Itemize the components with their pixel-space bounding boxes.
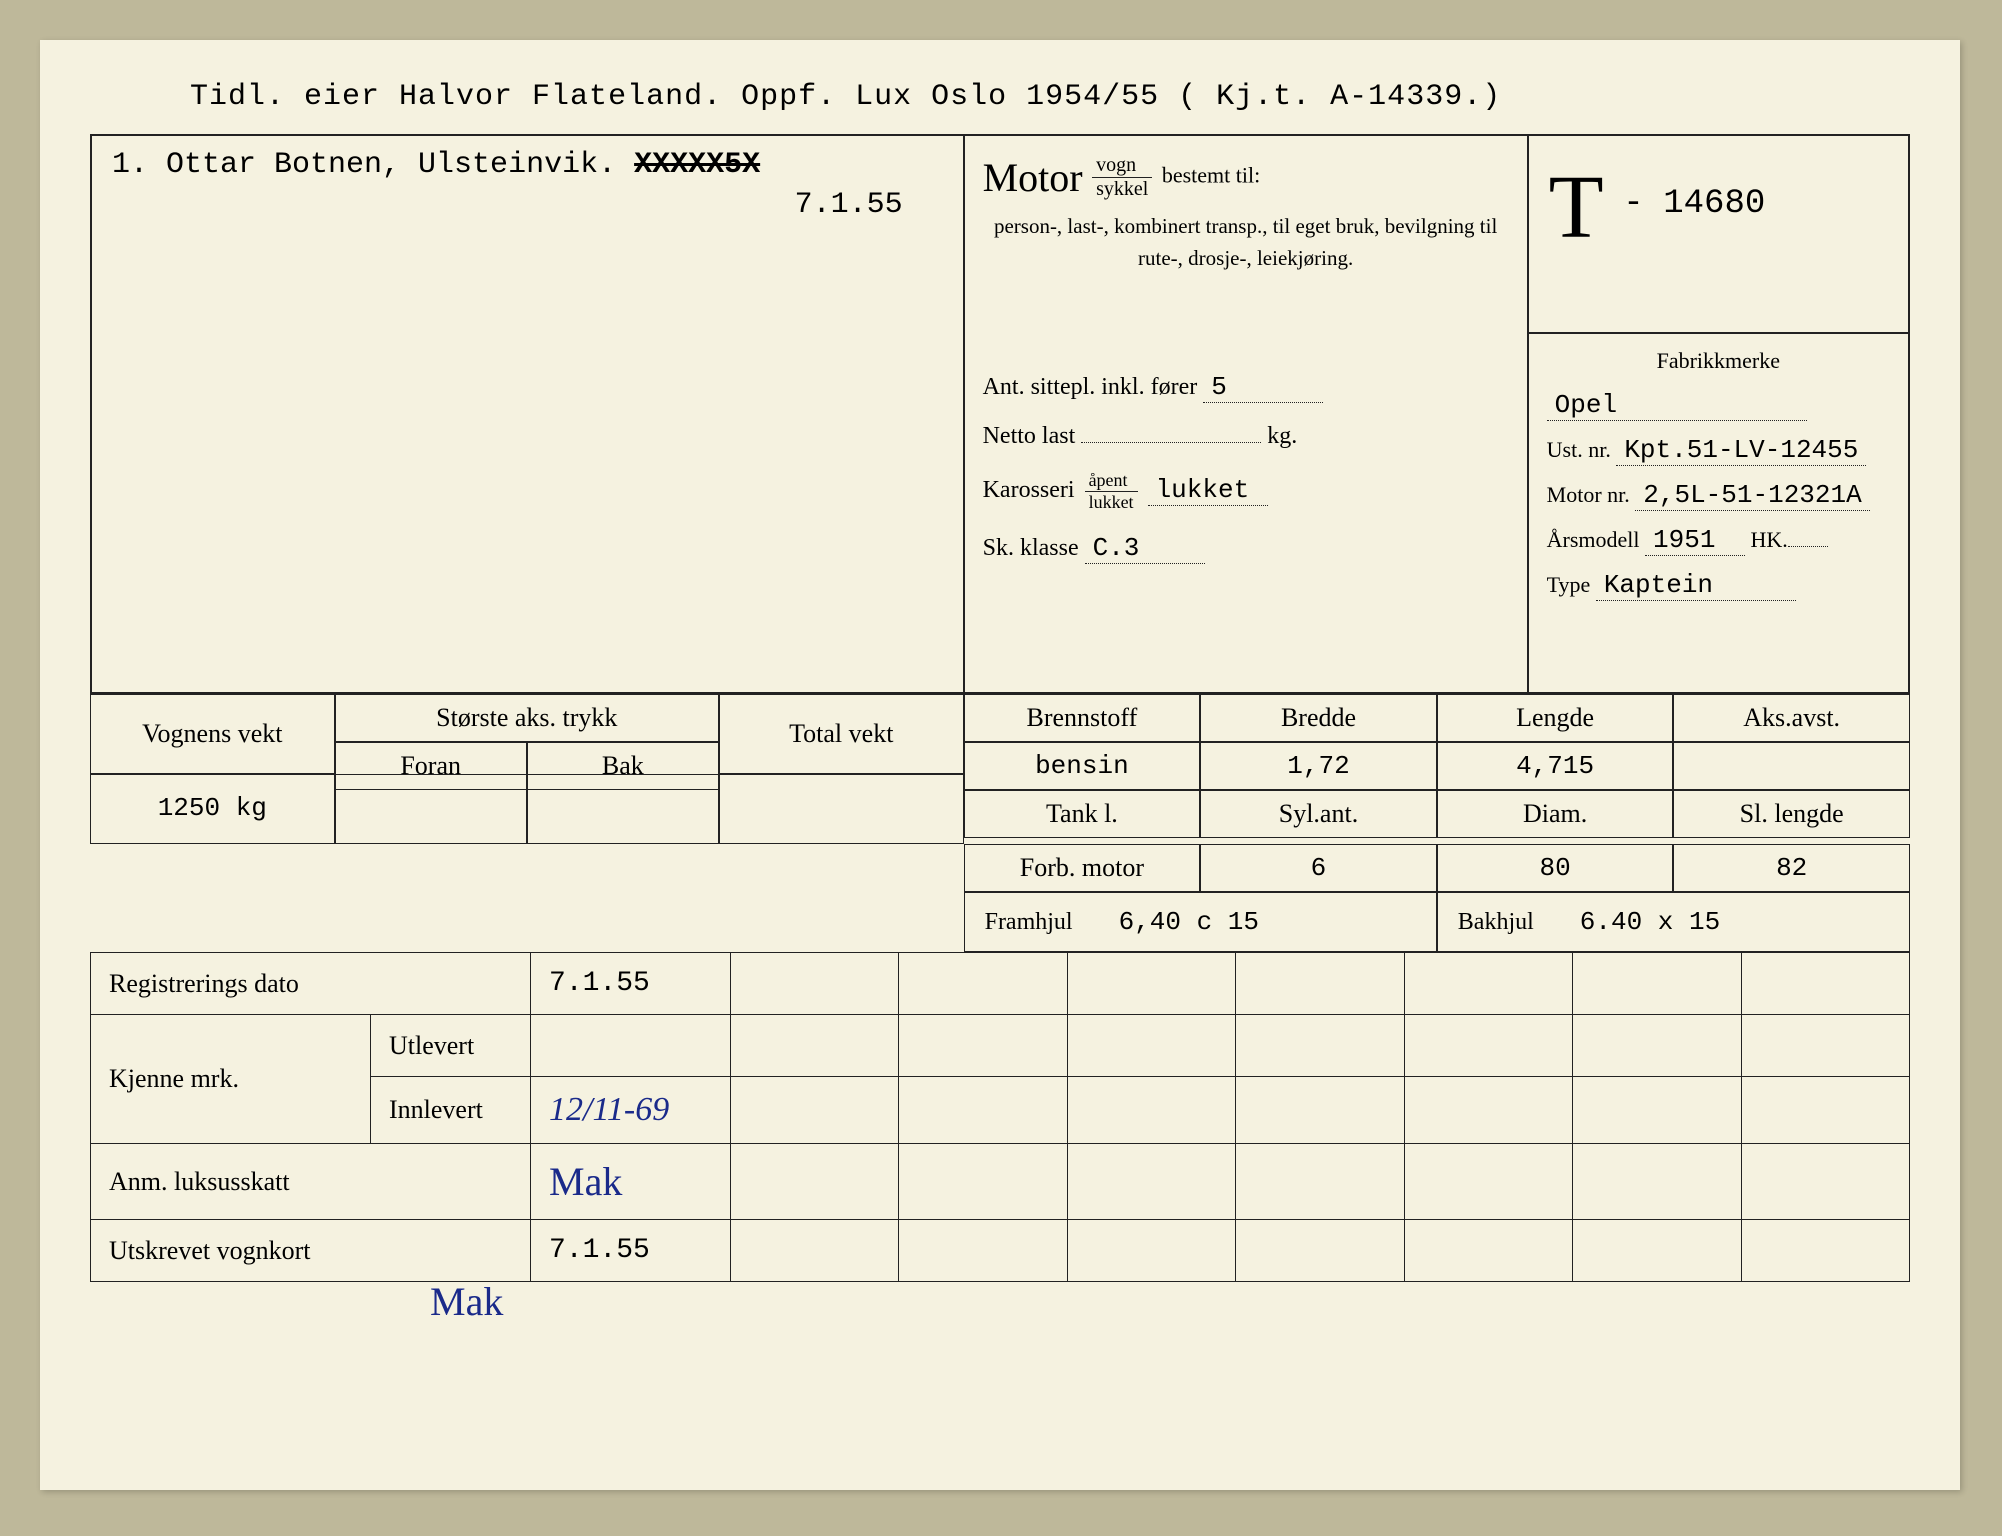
- bottom-signature: Mak: [430, 1278, 1910, 1325]
- ust-value: Kpt.51-LV-12455: [1616, 435, 1866, 466]
- innlevert-value: 12/11-69: [549, 1091, 669, 1128]
- bottom-table: Registrerings dato 7.1.55 Kjenne mrk. Ut…: [90, 952, 1910, 1282]
- t-letter: T: [1549, 156, 1604, 259]
- sittepl-value: 5: [1203, 372, 1323, 403]
- spec2-h1: Syl.ant.: [1200, 790, 1437, 838]
- arsmodell-label: Årsmodell: [1547, 527, 1640, 552]
- motor-header-box: Motor vogn sykkel bestemt til: person-, …: [964, 134, 1528, 334]
- spec1-h1: Bredde: [1200, 694, 1437, 742]
- framhjul-cell: Framhjul 6,40 c 15: [964, 892, 1437, 952]
- bakhjul-value: 6.40 x 15: [1580, 907, 1720, 937]
- innlevert-label: Innlevert: [371, 1077, 531, 1144]
- owner-struck: XXXXX5X: [634, 148, 760, 182]
- karosseri-value: lukket: [1148, 475, 1268, 506]
- t-dash: -: [1623, 185, 1643, 223]
- t-number-box: T - 14680: [1528, 134, 1910, 334]
- karosseri-lukket-label: lukket: [1085, 492, 1138, 513]
- utskrevet-value: 7.1.55: [531, 1220, 731, 1282]
- spec1-h2: Lengde: [1437, 694, 1674, 742]
- motornr-value: 2,5L-51-12321A: [1635, 480, 1869, 511]
- foran-value: [335, 774, 527, 844]
- hk-label: HK.: [1751, 527, 1788, 552]
- netto-label: Netto last: [983, 423, 1076, 449]
- owner-box: 1. Ottar Botnen, Ulsteinvik. XXXXX5X 7.1…: [90, 134, 964, 694]
- motornr-label: Motor nr.: [1547, 482, 1630, 507]
- owner-name: 1. Ottar Botnen, Ulsteinvik.: [112, 148, 616, 182]
- storste-label: Største aks. trykk: [335, 694, 719, 742]
- reg-value: 7.1.55: [531, 953, 731, 1015]
- netto-value: [1081, 442, 1261, 443]
- reg-label: Registrerings dato: [91, 953, 531, 1015]
- type-label: Type: [1547, 572, 1591, 597]
- netto-unit: kg.: [1267, 423, 1297, 449]
- registration-card: Tidl. eier Halvor Flateland. Oppf. Lux O…: [40, 40, 1960, 1490]
- framhjul-value: 6,40 c 15: [1119, 907, 1259, 937]
- owner-date: 7.1.55: [112, 188, 903, 222]
- arsmodell-value: 1951: [1645, 525, 1745, 556]
- karosseri-apent: åpent: [1085, 470, 1138, 492]
- vognens-label: Vognens vekt: [90, 694, 335, 774]
- motor-vogn: vogn: [1092, 154, 1152, 178]
- motor-desc: person-, last-, kombinert transp., til e…: [983, 211, 1509, 274]
- spec1-v1: 1,72: [1200, 742, 1437, 790]
- sittepl-label: Ant. sittepl. inkl. fører: [983, 374, 1198, 400]
- skklasse-label: Sk. klasse: [983, 535, 1079, 561]
- framhjul-label: Framhjul: [985, 909, 1073, 935]
- utskrevet-label: Utskrevet vognkort: [91, 1220, 531, 1282]
- karosseri-label: Karosseri: [983, 477, 1075, 503]
- spec1-h0: Brennstoff: [964, 694, 1201, 742]
- spec2-h2: Diam.: [1437, 790, 1674, 838]
- spec2-v2: 80: [1437, 844, 1674, 892]
- bakhjul-label: Bakhjul: [1458, 909, 1534, 935]
- anm-value: Mak: [549, 1159, 622, 1204]
- motor-fields: Ant. sittepl. inkl. fører 5 Netto last k…: [964, 334, 1528, 694]
- skklasse-value: C.3: [1085, 533, 1205, 564]
- kjenne-label: Kjenne mrk.: [91, 1015, 371, 1144]
- total-value: [719, 774, 964, 844]
- ust-label: Ust. nr.: [1547, 437, 1611, 462]
- type-value: Kaptein: [1596, 570, 1796, 601]
- spec2-v1: 6: [1200, 844, 1437, 892]
- anm-label: Anm. luksusskatt: [91, 1144, 531, 1220]
- utlevert-value: [531, 1015, 731, 1077]
- motor-bestemt: bestemt til:: [1162, 163, 1260, 188]
- hk-value: [1788, 546, 1828, 547]
- spec2-h0: Tank l.: [964, 790, 1201, 838]
- forb-label: Forb. motor: [964, 844, 1201, 892]
- total-label: Total vekt: [719, 694, 964, 774]
- spec2-h3: Sl. lengde: [1673, 790, 1910, 838]
- spec2-v3: 82: [1673, 844, 1910, 892]
- utlevert-label: Utlevert: [371, 1015, 531, 1077]
- header-line: Tidl. eier Halvor Flateland. Oppf. Lux O…: [190, 80, 1910, 114]
- fabrikk-merke: Opel: [1547, 390, 1807, 421]
- spec1-v0: bensin: [964, 742, 1201, 790]
- vognens-value: 1250 kg: [90, 774, 335, 844]
- bakhjul-cell: Bakhjul 6.40 x 15: [1437, 892, 1910, 952]
- motor-title: Motor: [983, 154, 1083, 201]
- spec1-h3: Aks.avst.: [1673, 694, 1910, 742]
- spec1-v3: [1673, 742, 1910, 790]
- spec1-v2: 4,715: [1437, 742, 1674, 790]
- motor-sykkel: sykkel: [1092, 178, 1152, 201]
- bak-value: [527, 774, 719, 844]
- fabrikk-box: Fabrikkmerke Opel Ust. nr. Kpt.51-LV-124…: [1528, 334, 1910, 694]
- t-number: 14680: [1663, 185, 1765, 223]
- fabrikk-title: Fabrikkmerke: [1547, 348, 1890, 374]
